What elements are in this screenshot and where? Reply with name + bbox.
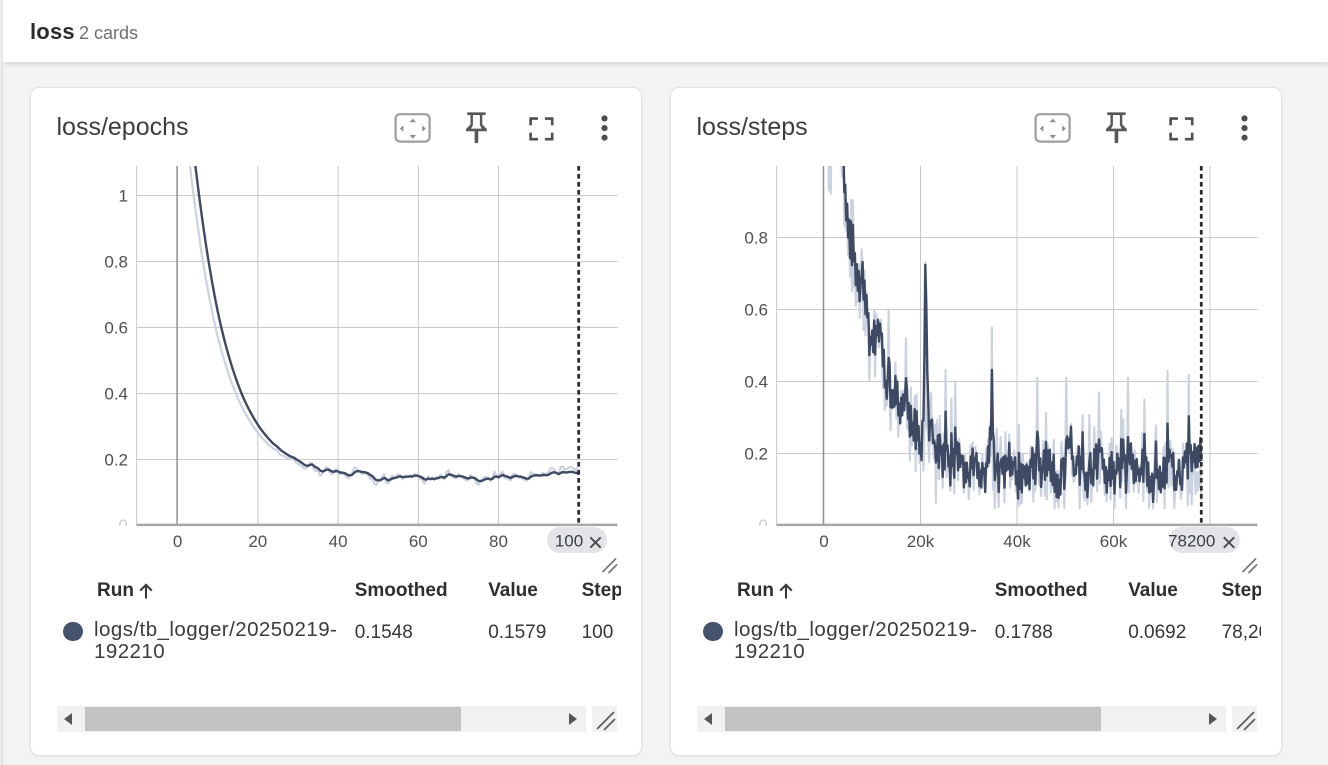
svg-text:1: 1	[119, 187, 128, 206]
svg-text:0.6: 0.6	[104, 319, 128, 338]
svg-text:0.6: 0.6	[744, 301, 768, 320]
svg-text:80: 80	[489, 532, 508, 551]
svg-text:40: 40	[329, 532, 348, 551]
svg-text:0.8: 0.8	[104, 253, 128, 272]
svg-text:60: 60	[409, 532, 428, 551]
svg-text:78200: 78200	[1168, 532, 1215, 551]
svg-text:40k: 40k	[1003, 532, 1031, 551]
svg-text:0: 0	[118, 516, 127, 535]
svg-text:0.4: 0.4	[104, 385, 128, 404]
svg-text:20k: 20k	[907, 532, 935, 551]
svg-text:0: 0	[819, 532, 828, 551]
svg-text:0.2: 0.2	[744, 445, 768, 464]
svg-text:0.2: 0.2	[104, 451, 128, 470]
svg-text:60k: 60k	[1100, 532, 1128, 551]
svg-text:20: 20	[248, 532, 267, 551]
svg-text:0.4: 0.4	[744, 373, 768, 392]
svg-text:0: 0	[758, 516, 767, 535]
svg-text:0.8: 0.8	[744, 229, 768, 248]
svg-text:0: 0	[173, 532, 182, 551]
svg-text:100: 100	[555, 532, 583, 551]
